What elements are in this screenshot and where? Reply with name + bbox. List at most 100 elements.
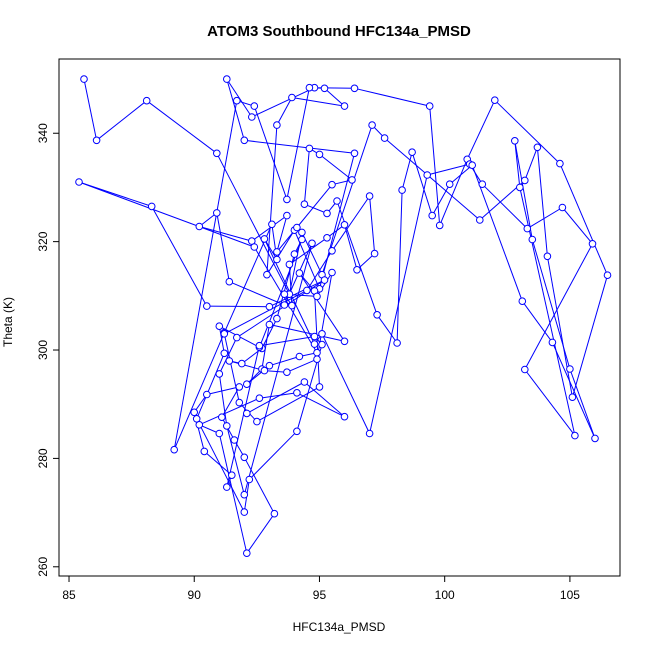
series-0-segment-151 — [296, 392, 345, 418]
x-tick-label-2: 95 — [313, 588, 327, 602]
series-0-point-109 — [370, 249, 379, 258]
series-0-segment-10 — [524, 147, 538, 181]
series-0-point-100 — [295, 269, 304, 277]
series-0-segment-92 — [253, 246, 318, 353]
series-0-segment-102 — [256, 386, 320, 423]
series-0-segment-36 — [173, 100, 238, 450]
series-0-point-28 — [263, 270, 271, 279]
series-0-point-146 — [270, 509, 279, 518]
series-0-point-55 — [528, 235, 537, 244]
series-0-segment-136 — [226, 345, 260, 488]
series-0-segment-149 — [199, 397, 260, 426]
series-0-point-73 — [328, 180, 336, 189]
series-0-point-129 — [220, 349, 229, 358]
series-0-point-9 — [476, 216, 484, 224]
series-0-point-132 — [245, 475, 254, 484]
series-0-segment-3 — [216, 153, 290, 295]
series-0-point-11 — [533, 143, 542, 152]
series-0-point-93 — [313, 348, 321, 357]
y-tick-label-3: 320 — [36, 231, 50, 251]
series-0-point-115 — [280, 290, 289, 299]
x-tick-label-4: 105 — [560, 588, 580, 602]
series-0-point-138 — [228, 471, 236, 480]
series-0-segment-80 — [229, 281, 285, 306]
series-0-point-108 — [365, 192, 374, 200]
series-0-point-30 — [288, 93, 296, 102]
series-0-point-113 — [285, 260, 294, 269]
series-0-segment-0 — [83, 78, 98, 141]
x-tick-label-1: 90 — [188, 588, 202, 602]
plot-layer — [75, 75, 612, 558]
series-0-point-31 — [340, 102, 349, 110]
series-0-point-47 — [478, 180, 487, 188]
series-0-segment-56 — [569, 368, 596, 439]
series-0-point-102 — [315, 383, 324, 391]
series-0-point-34 — [283, 195, 291, 204]
series-0-segment-65 — [376, 314, 398, 344]
y-tick-label-1: 280 — [36, 448, 50, 468]
series-0-point-107 — [328, 247, 336, 255]
series-0-segment-141 — [206, 386, 240, 395]
series-0-segment-82 — [243, 243, 313, 495]
series-0-point-68 — [323, 209, 331, 218]
series-0-point-54 — [511, 137, 519, 145]
series-0-point-128 — [215, 322, 224, 331]
y-axis-label: Theta (K) — [1, 297, 15, 347]
series-0-segment-48 — [527, 207, 563, 230]
series-0-point-137 — [223, 483, 231, 491]
series-0-segment-108 — [369, 196, 376, 254]
series-0-point-61 — [445, 180, 454, 188]
series-0-point-136 — [255, 341, 264, 350]
series-0-point-60 — [468, 161, 477, 169]
series-0-segment-89 — [151, 206, 208, 307]
series-0-point-84 — [223, 422, 231, 430]
series-0-point-99 — [340, 337, 349, 346]
series-0-point-40 — [273, 255, 281, 264]
series-0-segment-106 — [306, 250, 333, 291]
axis-layer: 85 90 95 100 105 260 280 300 320 340 — [36, 123, 580, 602]
series-0-point-67 — [333, 197, 341, 205]
series-0-segment-59 — [471, 165, 523, 302]
series-0-segment-2 — [146, 100, 218, 154]
series-0-point-110 — [353, 266, 361, 274]
series-0-point-116 — [313, 292, 321, 301]
series-0-segment-54 — [514, 140, 533, 240]
series-0-segment-30 — [291, 97, 345, 107]
series-0-point-65 — [393, 339, 401, 347]
series-0-point-151 — [293, 389, 301, 397]
series-0-segment-135 — [259, 336, 315, 347]
series-0-point-118 — [313, 355, 321, 364]
series-0-segment-28 — [266, 125, 278, 275]
series-0-point-15 — [556, 159, 564, 168]
series-0-point-87 — [320, 276, 329, 284]
series-0-point-154 — [243, 409, 251, 418]
series-0-point-41 — [260, 235, 269, 243]
series-0-segment-66 — [336, 200, 378, 315]
series-0-point-141 — [203, 390, 211, 399]
series-0-segment-45 — [427, 163, 470, 176]
series-0-segment-8 — [384, 137, 481, 221]
series-0-point-148 — [215, 429, 224, 438]
series-0-segment-97 — [261, 324, 270, 370]
series-0-segment-61 — [431, 183, 451, 216]
series-0-point-83 — [240, 490, 249, 499]
series-0-point-0 — [80, 75, 88, 83]
series-0-point-35 — [250, 102, 259, 110]
series-0-segment-69 — [303, 148, 310, 205]
series-0-segment-49 — [562, 207, 593, 245]
series-0-segment-24 — [244, 139, 355, 154]
series-0-point-149 — [195, 421, 204, 429]
series-0-point-145 — [240, 453, 249, 462]
series-0-point-49 — [558, 203, 567, 212]
chart-title: ATOM3 Southbound HFC134a_PMSD — [207, 23, 471, 40]
series-0-point-94 — [295, 352, 304, 361]
series-0-point-112 — [323, 234, 331, 242]
series-0-segment-132 — [248, 430, 298, 480]
series-0-segment-110 — [344, 224, 358, 270]
series-0-point-18 — [435, 221, 444, 230]
series-0-point-50 — [588, 240, 597, 248]
series-0-segment-99 — [298, 272, 345, 342]
series-0-segment-105 — [224, 289, 308, 335]
series-0-point-105 — [220, 330, 229, 338]
